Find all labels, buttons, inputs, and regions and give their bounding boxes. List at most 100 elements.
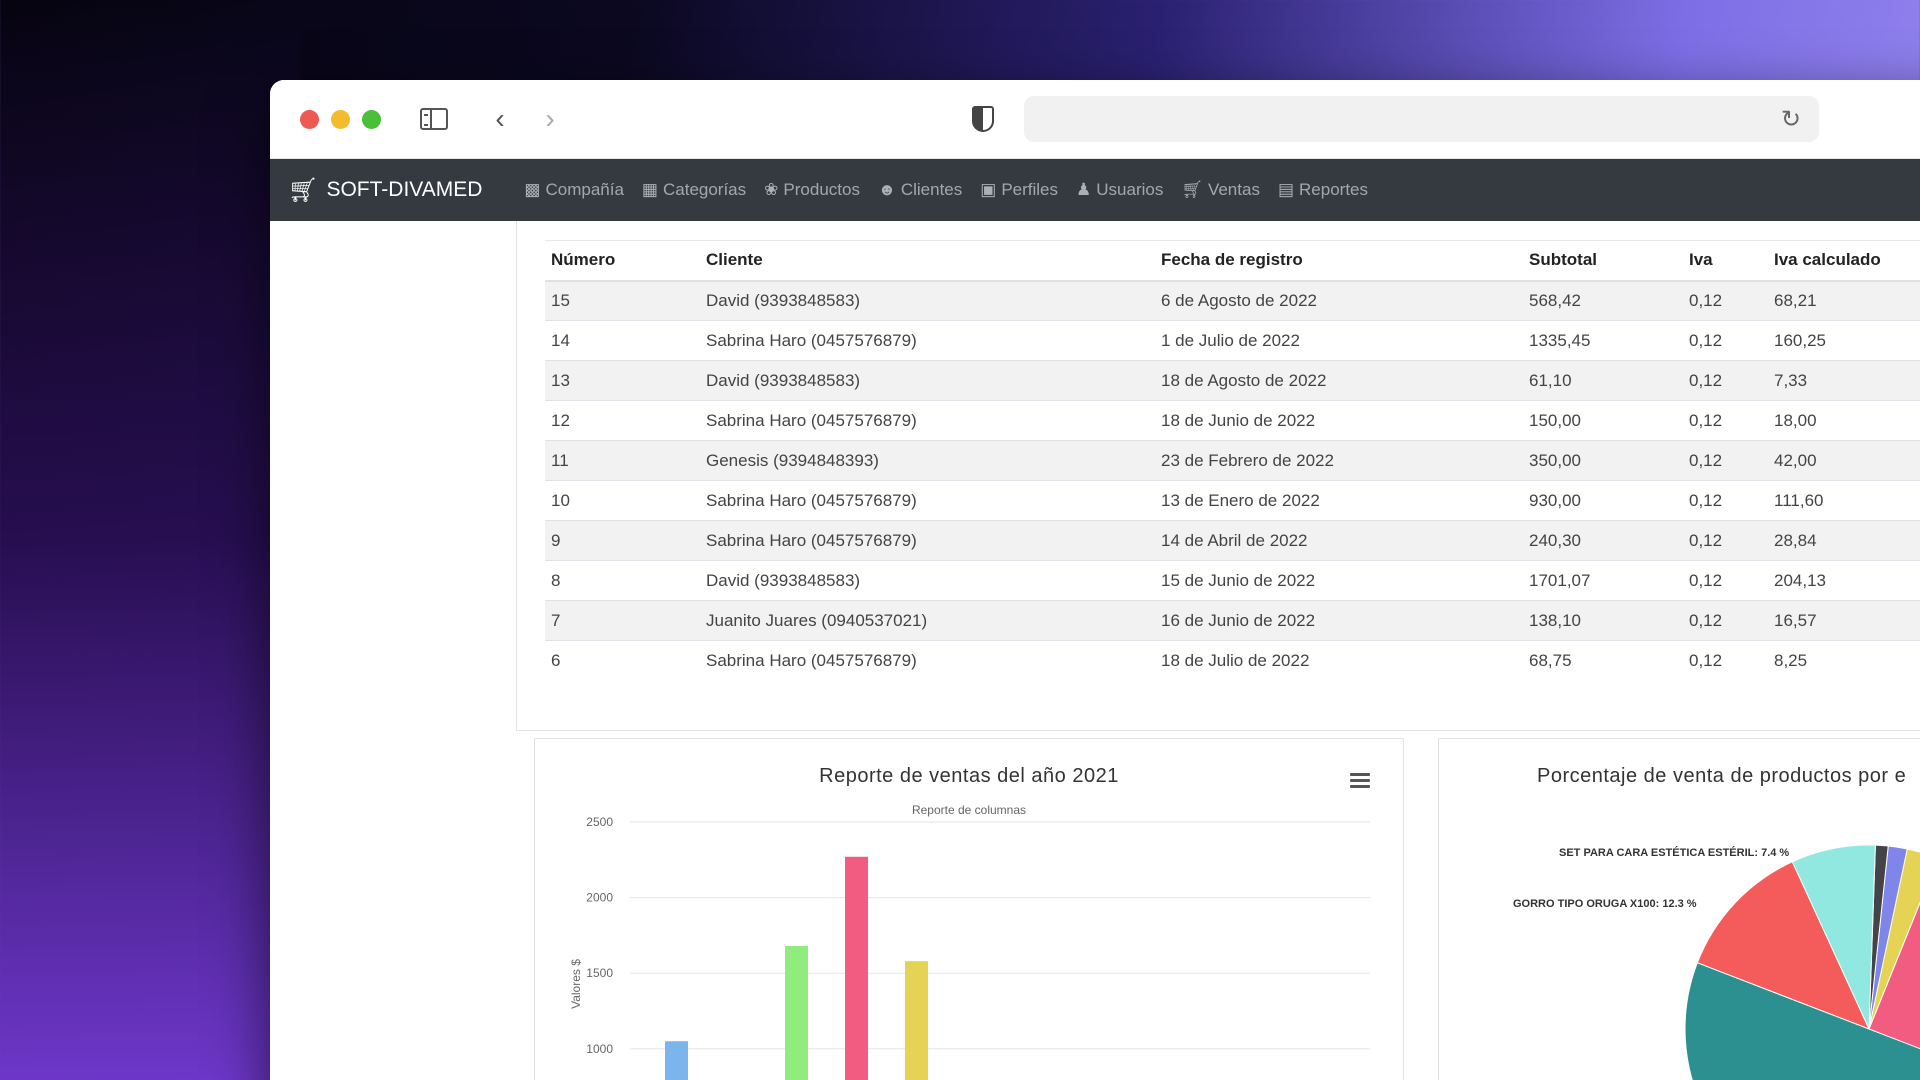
table-row[interactable]: 8 David (9393848583) 15 de Junio de 2022 17… [545,560,1920,601]
table-cell: Sabrina Haro (0457576879) [700,480,1155,521]
table-row[interactable]: 14 Sabrina Haro (0457576879) 1 de Julio de… [545,320,1920,361]
table-cell: 1701,07 [1523,560,1683,601]
brand-link[interactable]: 🛒︎ SOFT-DIVAMED [288,176,482,205]
nav-item-perfiles[interactable]: ▣ Perfiles [980,180,1058,200]
table-row[interactable]: 13 David (9393848583) 18 de Agosto de 2022… [545,360,1920,401]
table-row[interactable]: 9 Sabrina Haro (0457576879) 14 de Abril de… [545,520,1920,561]
table-row[interactable]: 12 Sabrina Haro (0457576879) 18 de Junio d… [545,400,1920,441]
bar[interactable] [905,961,928,1080]
pie-chart-title: Porcentaje de venta de productos por e [1537,765,1907,787]
close-window-button[interactable] [300,110,319,129]
pie-chart: SET PARA CARA ESTÉTICA ESTÉRIL: 7.4 % GOR… [1513,844,1920,1080]
table-cell: 68,75 [1523,640,1683,681]
nav-item-label: Reportes [1299,180,1368,199]
column-header[interactable]: Número [545,240,700,282]
table-cell: David (9393848583) [700,280,1155,321]
bar[interactable] [665,1041,688,1080]
table-cell: 150,00 [1523,400,1683,441]
nav-item-ventas[interactable]: 🛒︎ Ventas [1181,180,1260,200]
table-cell: 0,12 [1683,640,1768,681]
nav-item-label: Productos [783,180,860,199]
nav-item-categorias[interactable]: ▦ Categorías [642,180,746,200]
sales-table: Número Cliente Fecha de registro Subtota… [545,240,1920,681]
column-header[interactable]: Iva calculado [1768,240,1920,282]
table-cell: Sabrina Haro (0457576879) [700,640,1155,681]
table-cell: 9 [545,520,700,561]
lock-icon: ▣ [980,180,997,199]
table-cell: 568,42 [1523,280,1683,321]
table-cell: 18,00 [1768,400,1920,441]
back-arrow-icon[interactable]: ‹ [495,103,505,134]
sales-bar-chart-card: Reporte de ventas del año 2021 Reporte d… [534,738,1404,1080]
pie-slice-gorro[interactable] [1696,861,1870,1030]
bar[interactable] [845,856,868,1080]
table-row[interactable]: 10 Sabrina Haro (0457576879) 13 de Enero d… [545,480,1920,521]
nav-item-label: Categorías [662,180,747,199]
table-cell: Sabrina Haro (0457576879) [700,320,1155,361]
table-cell: 16,57 [1768,600,1920,641]
table-cell: 0,12 [1683,560,1768,601]
app-navbar: 🛒︎ SOFT-DIVAMED ▩ Compañía ▦ Categorías … [270,159,1920,221]
y-tick-label: 2000 [586,891,613,905]
table-row[interactable]: 15 David (9393848583) 6 de Agosto de 2022 5… [545,280,1920,321]
forward-arrow-icon[interactable]: › [545,103,555,134]
nav-item-label: Perfiles [1001,180,1059,199]
pie-data-label: SET PARA CARA ESTÉTICA ESTÉRIL: 7.4 % [1559,846,1789,859]
chart-menu-icon[interactable] [1350,773,1370,791]
table-row[interactable]: 7 Juanito Juares (0940537021) 16 de Junio … [545,600,1920,641]
nav-item-compania[interactable]: ▩ Compañía [524,180,624,200]
table-cell: 930,00 [1523,480,1683,521]
privacy-shield-icon[interactable] [970,104,996,134]
table-row[interactable]: 11 Genesis (9394848393) 23 de Febrero de 2… [545,440,1920,481]
nav-item-productos[interactable]: ❀ Productos [764,180,860,200]
table-cell: 0,12 [1683,360,1768,401]
browser-toolbar: ‹ › ↻ [270,80,1920,159]
nav-item-reportes[interactable]: ▤ Reportes [1278,180,1368,200]
pie-slice-main[interactable] [1684,962,1920,1080]
table-cell: Sabrina Haro (0457576879) [700,400,1155,441]
sitemap-icon: ▦ [641,180,658,199]
y-tick-label: 1000 [586,1042,613,1056]
table-cell: Genesis (9394848393) [700,440,1155,481]
table-cell: 0,12 [1683,440,1768,481]
table-cell: 111,60 [1768,480,1920,521]
browser-window: ‹ › ↻ 🛒︎ SOFT-DIVAMED ▩ Compañía ▦ Categ… [270,80,1920,1080]
table-cell: 18 de Junio de 2022 [1155,400,1523,441]
maximize-window-button[interactable] [362,110,381,129]
table-cell: 138,10 [1523,600,1683,641]
y-axis-label: Valores $ [569,959,583,1009]
table-cell: 10 [545,480,700,521]
table-cell: 8 [545,560,700,601]
table-cell: 0,12 [1683,600,1768,641]
table-cell: 1 de Julio de 2022 [1155,320,1523,361]
background-glow [0,0,300,1080]
nav-item-label: Clientes [900,180,963,199]
minimize-window-button[interactable] [331,110,350,129]
column-header[interactable]: Cliente [700,240,1155,282]
building-icon: ▩ [524,180,541,199]
address-bar[interactable]: ↻ [1024,96,1819,142]
reload-icon[interactable]: ↻ [1780,106,1801,133]
seedling-icon: ❀ [764,180,779,199]
table-row[interactable]: 6 Sabrina Haro (0457576879) 18 de Julio de… [545,640,1920,681]
table-cell: 12 [545,400,700,441]
table-cell: 0,12 [1683,520,1768,561]
pie-leader-line [1744,906,1770,928]
table-cell: 16 de Junio de 2022 [1155,600,1523,641]
table-cell: 350,00 [1523,440,1683,481]
nav-item-usuarios[interactable]: ♟ Usuarios [1076,180,1163,200]
table-cell: 14 de Abril de 2022 [1155,520,1523,561]
sidebar-toggle-icon[interactable] [418,104,450,134]
column-header[interactable]: Iva [1683,240,1768,282]
table-cell: 6 [545,640,700,681]
table-cell: 0,12 [1683,280,1768,321]
nav-item-clientes[interactable]: ☻ Clientes [878,180,962,200]
bar[interactable] [785,945,808,1080]
page-content: Número Cliente Fecha de registro Subtota… [270,221,1920,1080]
column-header[interactable]: Fecha de registro [1155,240,1523,282]
column-header[interactable]: Subtotal [1523,240,1683,282]
cart-icon: 🛒︎ [1181,180,1203,199]
table-cell: 0,12 [1683,320,1768,361]
pie-data-label: GORRO TIPO ORUGA X100: 12.3 % [1513,898,1697,910]
table-cell: 68,21 [1768,280,1920,321]
